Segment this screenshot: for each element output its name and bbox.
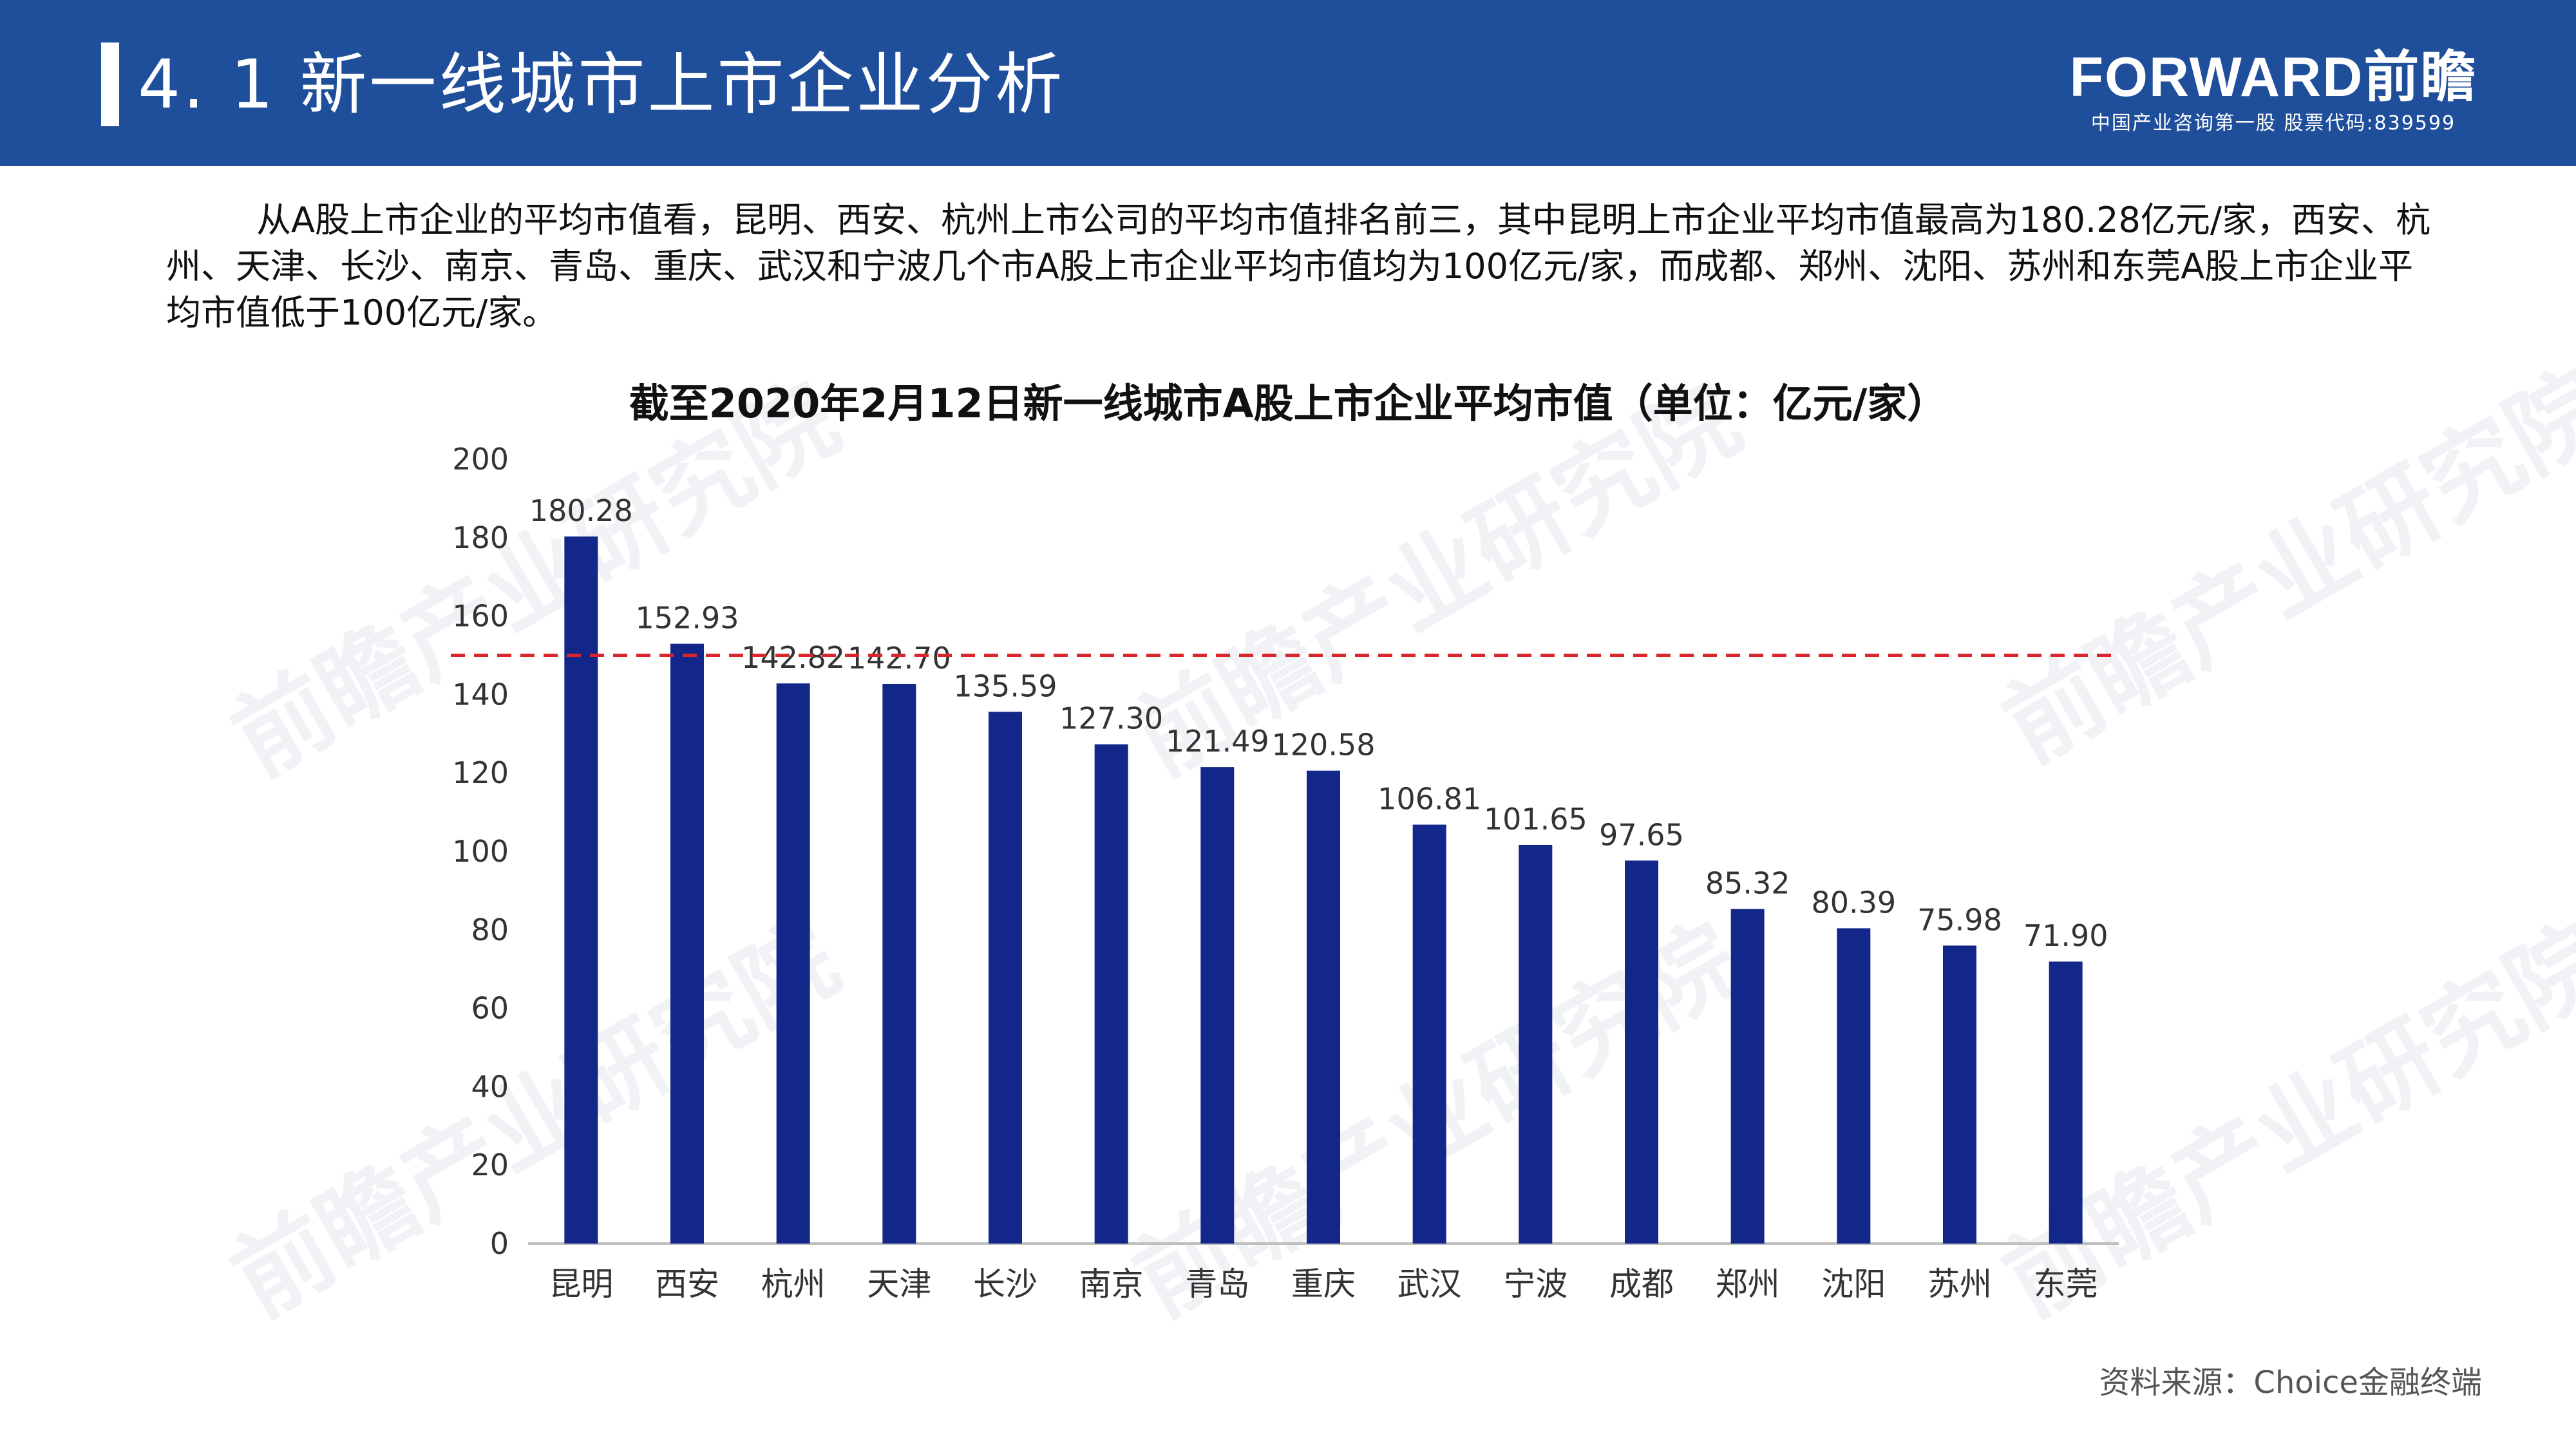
bar-3 xyxy=(776,683,810,1244)
data-label: 142.82 xyxy=(741,640,845,675)
data-label: 120.58 xyxy=(1272,728,1376,762)
page-title: 4. 1 新一线城市上市企业分析 xyxy=(138,45,1065,124)
data-label: 152.93 xyxy=(636,601,739,636)
bar-12 xyxy=(1730,909,1765,1244)
data-label: 106.81 xyxy=(1378,782,1481,817)
x-tick-label: 宁波 xyxy=(1503,1265,1567,1303)
data-label: 127.30 xyxy=(1059,701,1163,736)
data-label: 101.65 xyxy=(1484,802,1587,837)
y-tick-label: 200 xyxy=(452,442,509,477)
data-label: 75.98 xyxy=(1917,902,2002,937)
bar-2 xyxy=(670,643,704,1244)
bar-9 xyxy=(1412,824,1446,1244)
bar-13 xyxy=(1837,928,1871,1244)
x-tick-label: 杭州 xyxy=(761,1265,826,1303)
y-tick-label: 40 xyxy=(471,1069,509,1104)
bar-6 xyxy=(1094,744,1128,1244)
bar-8 xyxy=(1307,770,1340,1244)
header-bar: 4. 1 新一线城市上市企业分析 FORWARD前瞻 中国产业咨询第一股 股票代… xyxy=(0,0,2576,166)
x-tick-label: 郑州 xyxy=(1716,1265,1780,1303)
bar-1 xyxy=(564,536,598,1244)
logo-wordmark: FORWARD前瞻 xyxy=(2069,46,2477,108)
brand-logo: FORWARD前瞻 中国产业咨询第一股 股票代码:839599 xyxy=(2067,45,2479,138)
y-tick-label: 180 xyxy=(452,520,509,555)
y-tick-label: 0 xyxy=(490,1226,509,1261)
title-accent-bar xyxy=(101,43,119,126)
x-tick-label: 重庆 xyxy=(1291,1265,1356,1303)
bar-14 xyxy=(1943,945,1976,1244)
intro-paragraph: 从A股上市企业的平均市值看，昆明、西安、杭州上市公司的平均市值排名前三，其中昆明… xyxy=(166,200,2431,333)
logo-tagline: 中国产业咨询第一股 股票代码:839599 xyxy=(2090,112,2456,135)
data-label: 71.90 xyxy=(2023,918,2108,953)
bar-4 xyxy=(882,683,916,1244)
y-tick-label: 140 xyxy=(452,677,509,712)
y-tick-label: 60 xyxy=(471,991,509,1026)
x-tick-label: 天津 xyxy=(867,1265,931,1303)
data-label: 135.59 xyxy=(954,668,1057,703)
x-tick-label: 沈阳 xyxy=(1821,1265,1886,1303)
x-tick-label: 昆明 xyxy=(549,1265,613,1303)
data-label: 142.70 xyxy=(848,641,951,676)
y-tick-label: 100 xyxy=(452,834,509,869)
x-tick-label: 青岛 xyxy=(1185,1265,1249,1303)
data-label: 180.28 xyxy=(529,493,633,528)
bar-5 xyxy=(989,712,1022,1244)
bar-15 xyxy=(2049,961,2083,1244)
x-tick-label: 西安 xyxy=(655,1265,719,1303)
data-label: 121.49 xyxy=(1166,724,1269,759)
y-tick-label: 160 xyxy=(452,599,509,634)
y-tick-label: 20 xyxy=(471,1148,509,1182)
source-note: 资料来源：Choice金融终端 xyxy=(2099,1365,2482,1401)
data-label: 80.39 xyxy=(1811,885,1896,920)
y-tick-label: 80 xyxy=(471,913,509,947)
chart-title: 截至2020年2月12日新一线城市A股上市企业平均市值（单位：亿元/家） xyxy=(629,380,1947,427)
bar-10 xyxy=(1519,844,1553,1244)
x-tick-label: 苏州 xyxy=(1927,1265,1992,1303)
bar-11 xyxy=(1625,860,1658,1244)
x-tick-label: 武汉 xyxy=(1397,1265,1462,1303)
x-tick-label: 东莞 xyxy=(2034,1265,2098,1303)
y-tick-label: 120 xyxy=(452,755,509,790)
data-label: 85.32 xyxy=(1705,866,1790,900)
x-tick-label: 长沙 xyxy=(973,1265,1037,1303)
x-tick-label: 成都 xyxy=(1609,1265,1674,1303)
bar-7 xyxy=(1200,767,1235,1244)
data-label: 97.65 xyxy=(1599,817,1684,852)
x-tick-label: 南京 xyxy=(1079,1265,1144,1303)
